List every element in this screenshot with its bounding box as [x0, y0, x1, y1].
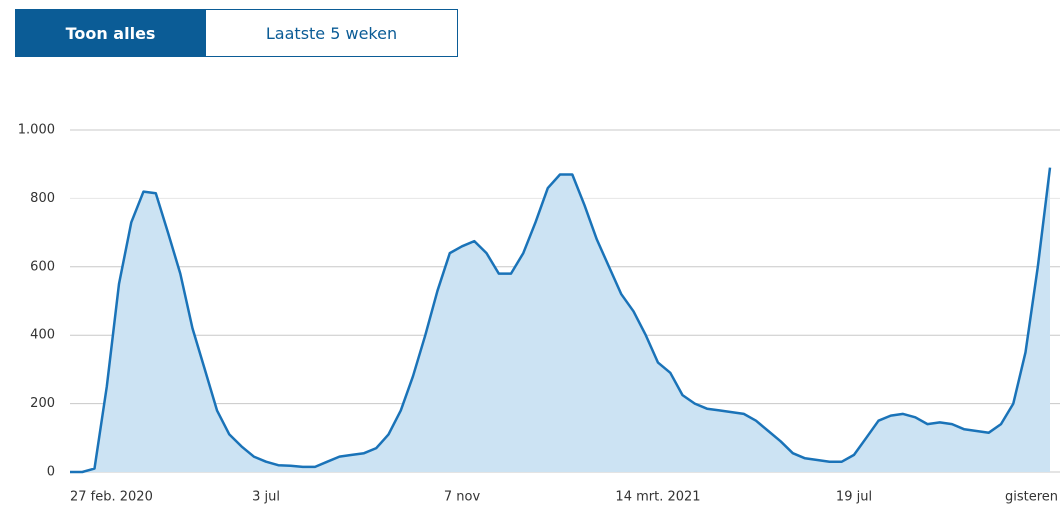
toggle-button[interactable]: Laatste 5 weken [205, 9, 458, 57]
y-tick-label: 400 [30, 328, 55, 343]
area [70, 167, 1050, 472]
toggle-button[interactable]: Toon alles [15, 9, 206, 57]
x-tick-label: 19 jul [836, 490, 872, 505]
line [70, 167, 1052, 474]
y-tick-label: 600 [30, 259, 55, 274]
y-tick-label: 0 [47, 465, 55, 480]
x-tick-label: 7 nov [444, 490, 481, 505]
x-tick-label: 27 feb. 2020 [70, 490, 153, 505]
x-tick-label: 3 jul [252, 490, 280, 505]
y-tick-label: 1.000 [18, 123, 55, 138]
y-tick-label: 800 [30, 191, 55, 206]
x-tick-label: gisteren [1005, 490, 1058, 505]
x-tick-label: 14 mrt. 2021 [615, 490, 700, 505]
y-tick-label: 200 [30, 396, 55, 411]
